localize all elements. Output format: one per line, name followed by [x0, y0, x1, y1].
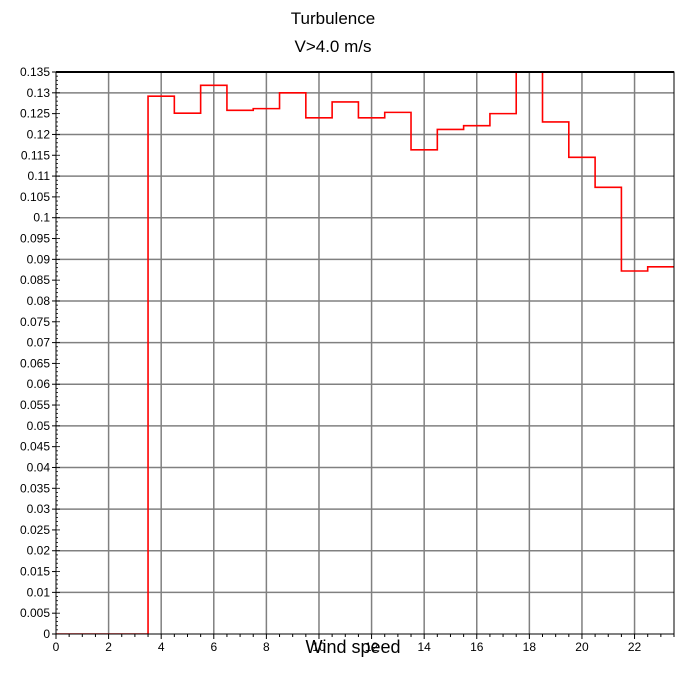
y-tick-label: 0.045 [20, 440, 50, 454]
x-tick-label: 16 [470, 640, 484, 654]
y-tick-label: 0.1 [33, 211, 50, 225]
x-axis-label: Wind speed [305, 637, 400, 657]
grid-lines [56, 72, 674, 634]
y-tick-label: 0.095 [20, 232, 50, 246]
y-tick-label: 0.08 [27, 294, 51, 308]
x-tick-label: 18 [523, 640, 537, 654]
x-tick-label: 4 [158, 640, 165, 654]
y-tick-label: 0.075 [20, 315, 50, 329]
y-tick-label: 0.105 [20, 190, 50, 204]
series-group [56, 72, 674, 634]
x-tick-label: 8 [263, 640, 270, 654]
x-tick-label: 12 [365, 640, 379, 654]
x-tick-label: 6 [210, 640, 217, 654]
x-tick-label: 10 [312, 640, 326, 654]
turbulence-step-line [56, 72, 674, 634]
y-tick-label: 0.125 [20, 107, 50, 121]
y-tick-label: 0.13 [27, 86, 51, 100]
y-tick-label: 0.03 [27, 502, 51, 516]
y-tick-label: 0.115 [21, 148, 50, 162]
y-tick-label: 0.025 [20, 523, 50, 537]
y-tick-label: 0.01 [27, 585, 51, 599]
y-tick-label: 0.06 [27, 377, 51, 391]
y-tick-label: 0.12 [27, 127, 51, 141]
x-tick-label: 2 [105, 640, 112, 654]
x-tick-label: 20 [575, 640, 589, 654]
y-axis-ticks: 0 0.005 0.01 0.015 0.02 0.025 0.03 0.035 0.04 0.0… [20, 65, 56, 641]
y-tick-label: 0.11 [28, 169, 51, 183]
y-tick-label: 0.035 [20, 481, 50, 495]
y-tick-label: 0.015 [20, 565, 50, 579]
x-tick-label: 0 [53, 640, 60, 654]
y-tick-label: 0.05 [27, 419, 51, 433]
y-tick-label: 0.085 [20, 273, 50, 287]
y-tick-label: 0.135 [20, 65, 50, 79]
x-tick-label: 22 [628, 640, 642, 654]
x-tick-label: 14 [417, 640, 431, 654]
y-tick-label: 0.02 [27, 544, 51, 558]
chart-title: Turbulence [291, 9, 375, 28]
y-tick-label: 0.005 [20, 606, 50, 620]
y-tick-label: 0.055 [20, 398, 50, 412]
y-tick-label: 0.065 [20, 356, 50, 370]
y-tick-label: 0 [43, 627, 50, 641]
x-axis-ticks: 0 2 4 6 8 10 12 14 16 18 20 22 [53, 640, 642, 654]
chart-subtitle: V>4.0 m/s [294, 37, 371, 56]
y-tick-label: 0.09 [27, 252, 51, 266]
y-tick-label: 0.04 [27, 460, 51, 474]
y-tick-label: 0.07 [27, 336, 51, 350]
